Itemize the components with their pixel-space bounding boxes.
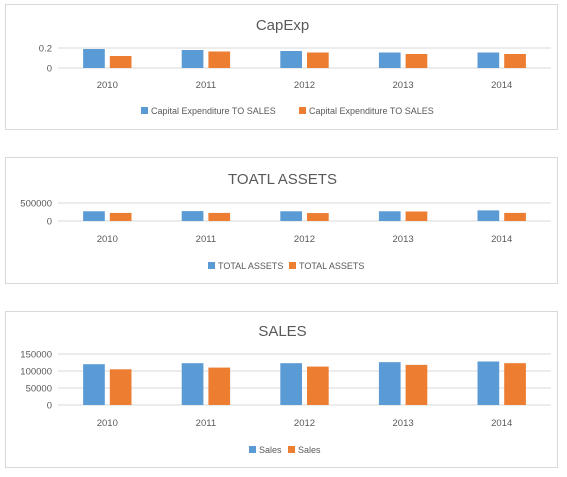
total-assets-x-tick-label: 2010 <box>97 234 118 245</box>
capexp-bar-1 <box>280 51 302 68</box>
total-assets-legend-label-2: TOTAL ASSETS <box>299 261 364 271</box>
sales-x-tick-label: 2013 <box>393 418 414 429</box>
capexp-bar-1 <box>477 52 500 68</box>
capexp-x-tick-label: 2012 <box>294 80 315 91</box>
sales-chart-title: SALES <box>258 323 306 340</box>
capexp-legend-swatch-1 <box>141 107 148 114</box>
sales-bar-2 <box>405 364 428 405</box>
capexp-chart-title: CapExp <box>256 17 309 34</box>
capexp-chart: CapExp 0.2 0 2010 2011 2012 2013 2014 Capital Ex… <box>5 4 558 130</box>
sales-legend-label-2: Sales <box>298 445 321 455</box>
sales-bar-2 <box>504 363 526 405</box>
sales-legend-label-1: Sales <box>259 445 282 455</box>
capexp-bar-1 <box>83 49 105 68</box>
total-assets-bar-1 <box>280 211 302 221</box>
capexp-bar-2 <box>109 56 132 68</box>
total-assets-x-tick-label: 2012 <box>294 234 315 245</box>
sales-x-tick-label: 2012 <box>294 418 315 429</box>
capexp-bar-1 <box>181 50 204 68</box>
total-assets-chart-title: TOATL ASSETS <box>228 171 337 188</box>
sales-x-tick-label: 2014 <box>491 418 512 429</box>
capexp-legend-swatch-2 <box>299 107 306 114</box>
total-assets-bar-2 <box>405 211 428 221</box>
total-assets-legend-swatch-2 <box>289 262 296 269</box>
total-assets-legend-label-1: TOTAL ASSETS <box>218 261 283 271</box>
capexp-x-tick-label: 2010 <box>97 80 118 91</box>
capexp-x-tick-label: 2014 <box>491 80 512 91</box>
sales-y-tick-label: 150000 <box>20 350 52 361</box>
capexp-legend-label-2: Capital Expenditure TO SALES <box>309 106 434 116</box>
total-assets-chart-svg: TOATL ASSETS 500000 0 2010 2011 2012 2013 2014 T… <box>20 171 551 271</box>
capexp-bar-2 <box>504 54 526 68</box>
total-assets-bar-2 <box>208 212 231 221</box>
total-assets-x-tick-label: 2013 <box>393 234 414 245</box>
sales-y-tick-label: 100000 <box>20 367 52 378</box>
sales-chart: SALES 150000 100000 50000 0 2010 2011 2012 2013 2… <box>5 311 558 468</box>
sales-bar-1 <box>477 361 500 405</box>
total-assets-x-tick-label: 2011 <box>196 234 216 245</box>
sales-bar-1 <box>378 362 401 405</box>
total-assets-chart: TOATL ASSETS 500000 0 2010 2011 2012 2013 2014 T… <box>5 157 558 284</box>
total-assets-x-tick-label: 2014 <box>491 234 512 245</box>
capexp-x-tick-label: 2013 <box>393 80 414 91</box>
total-assets-bar-1 <box>83 211 105 221</box>
sales-bar-1 <box>181 363 204 405</box>
sales-x-tick-label: 2011 <box>196 418 216 429</box>
total-assets-bar-1 <box>378 211 401 221</box>
capexp-bar-1 <box>378 52 401 68</box>
capexp-chart-svg: CapExp 0.2 0 2010 2011 2012 2013 2014 Capital Ex… <box>39 17 551 116</box>
sales-bar-2 <box>307 366 329 405</box>
total-assets-bar-1 <box>477 210 500 221</box>
capexp-bar-2 <box>208 51 231 68</box>
capexp-y-tick-label: 0.2 <box>39 44 52 55</box>
sales-y-tick-label: 50000 <box>26 384 52 395</box>
capexp-bar-2 <box>405 54 428 68</box>
capexp-y-tick-label: 0 <box>47 64 52 75</box>
sales-legend-swatch-1 <box>249 446 256 453</box>
total-assets-y-tick-label: 500000 <box>20 199 52 210</box>
sales-bar-1 <box>280 363 302 405</box>
capexp-x-tick-label: 2011 <box>196 80 216 91</box>
total-assets-legend-swatch-1 <box>208 262 215 269</box>
sales-chart-svg: SALES 150000 100000 50000 0 2010 2011 2012 2013 2… <box>20 323 551 455</box>
capexp-bar-2 <box>307 52 329 68</box>
sales-legend-swatch-2 <box>288 446 295 453</box>
sales-x-tick-label: 2010 <box>97 418 118 429</box>
sales-bar-2 <box>208 367 231 405</box>
total-assets-bar-2 <box>307 213 329 221</box>
capexp-legend-label-1: Capital Expenditure TO SALES <box>151 106 276 116</box>
total-assets-bar-2 <box>109 212 132 221</box>
sales-bar-1 <box>83 364 105 405</box>
sales-y-tick-label: 0 <box>47 401 52 412</box>
total-assets-bar-1 <box>181 211 204 221</box>
total-assets-bar-2 <box>504 212 526 221</box>
total-assets-y-tick-label: 0 <box>47 217 52 228</box>
sales-bar-2 <box>109 369 132 405</box>
